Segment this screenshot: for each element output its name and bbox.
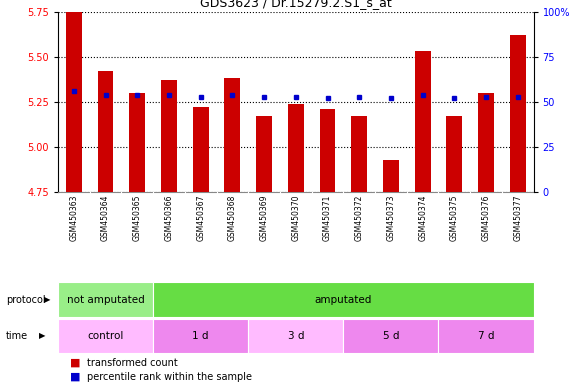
Text: 3 d: 3 d [288, 331, 304, 341]
Bar [438, 319, 534, 353]
Text: GSM450377: GSM450377 [513, 195, 522, 241]
Bar [383, 159, 399, 192]
Text: GSM450376: GSM450376 [481, 195, 491, 241]
Text: GSM450372: GSM450372 [355, 195, 364, 241]
Bar [320, 109, 335, 192]
Text: GSM450375: GSM450375 [450, 195, 459, 241]
Text: GSM450367: GSM450367 [196, 195, 205, 241]
Text: 7 d: 7 d [478, 331, 494, 341]
Bar [193, 107, 209, 192]
Bar [153, 282, 534, 317]
Bar [415, 51, 430, 192]
Text: GSM450368: GSM450368 [228, 195, 237, 241]
Text: ▶: ▶ [39, 331, 46, 341]
Text: GSM450363: GSM450363 [70, 195, 78, 241]
Text: GSM450364: GSM450364 [101, 195, 110, 241]
Text: 1 d: 1 d [193, 331, 209, 341]
Bar [288, 104, 304, 192]
Text: ■: ■ [70, 372, 80, 382]
Bar [248, 319, 343, 353]
Text: GSM450366: GSM450366 [165, 195, 173, 241]
Text: transformed count: transformed count [87, 358, 177, 368]
Bar [66, 12, 82, 192]
Text: percentile rank within the sample: percentile rank within the sample [87, 372, 252, 382]
Text: GSM450370: GSM450370 [291, 195, 300, 241]
Bar [97, 71, 114, 192]
Text: GSM450369: GSM450369 [260, 195, 269, 241]
Text: GSM450371: GSM450371 [323, 195, 332, 241]
Text: GSM450374: GSM450374 [418, 195, 427, 241]
Bar [351, 116, 367, 192]
Bar [256, 116, 272, 192]
Bar [58, 319, 153, 353]
Bar [343, 319, 438, 353]
Bar [129, 93, 145, 192]
Text: GSM450373: GSM450373 [386, 195, 396, 241]
Bar [510, 35, 525, 192]
Bar [161, 80, 177, 192]
Text: 5 d: 5 d [383, 331, 399, 341]
Bar [153, 319, 248, 353]
Text: not amputated: not amputated [67, 295, 144, 305]
Text: GSM450365: GSM450365 [133, 195, 142, 241]
Title: GDS3623 / Dr.15279.2.S1_s_at: GDS3623 / Dr.15279.2.S1_s_at [200, 0, 392, 9]
Bar [224, 78, 240, 192]
Bar [58, 282, 153, 317]
Text: control: control [88, 331, 124, 341]
Text: protocol: protocol [6, 295, 45, 305]
Text: ▶: ▶ [44, 295, 50, 304]
Text: time: time [6, 331, 28, 341]
Text: amputated: amputated [315, 295, 372, 305]
Text: ■: ■ [70, 358, 80, 368]
Bar [447, 116, 462, 192]
Bar [478, 93, 494, 192]
